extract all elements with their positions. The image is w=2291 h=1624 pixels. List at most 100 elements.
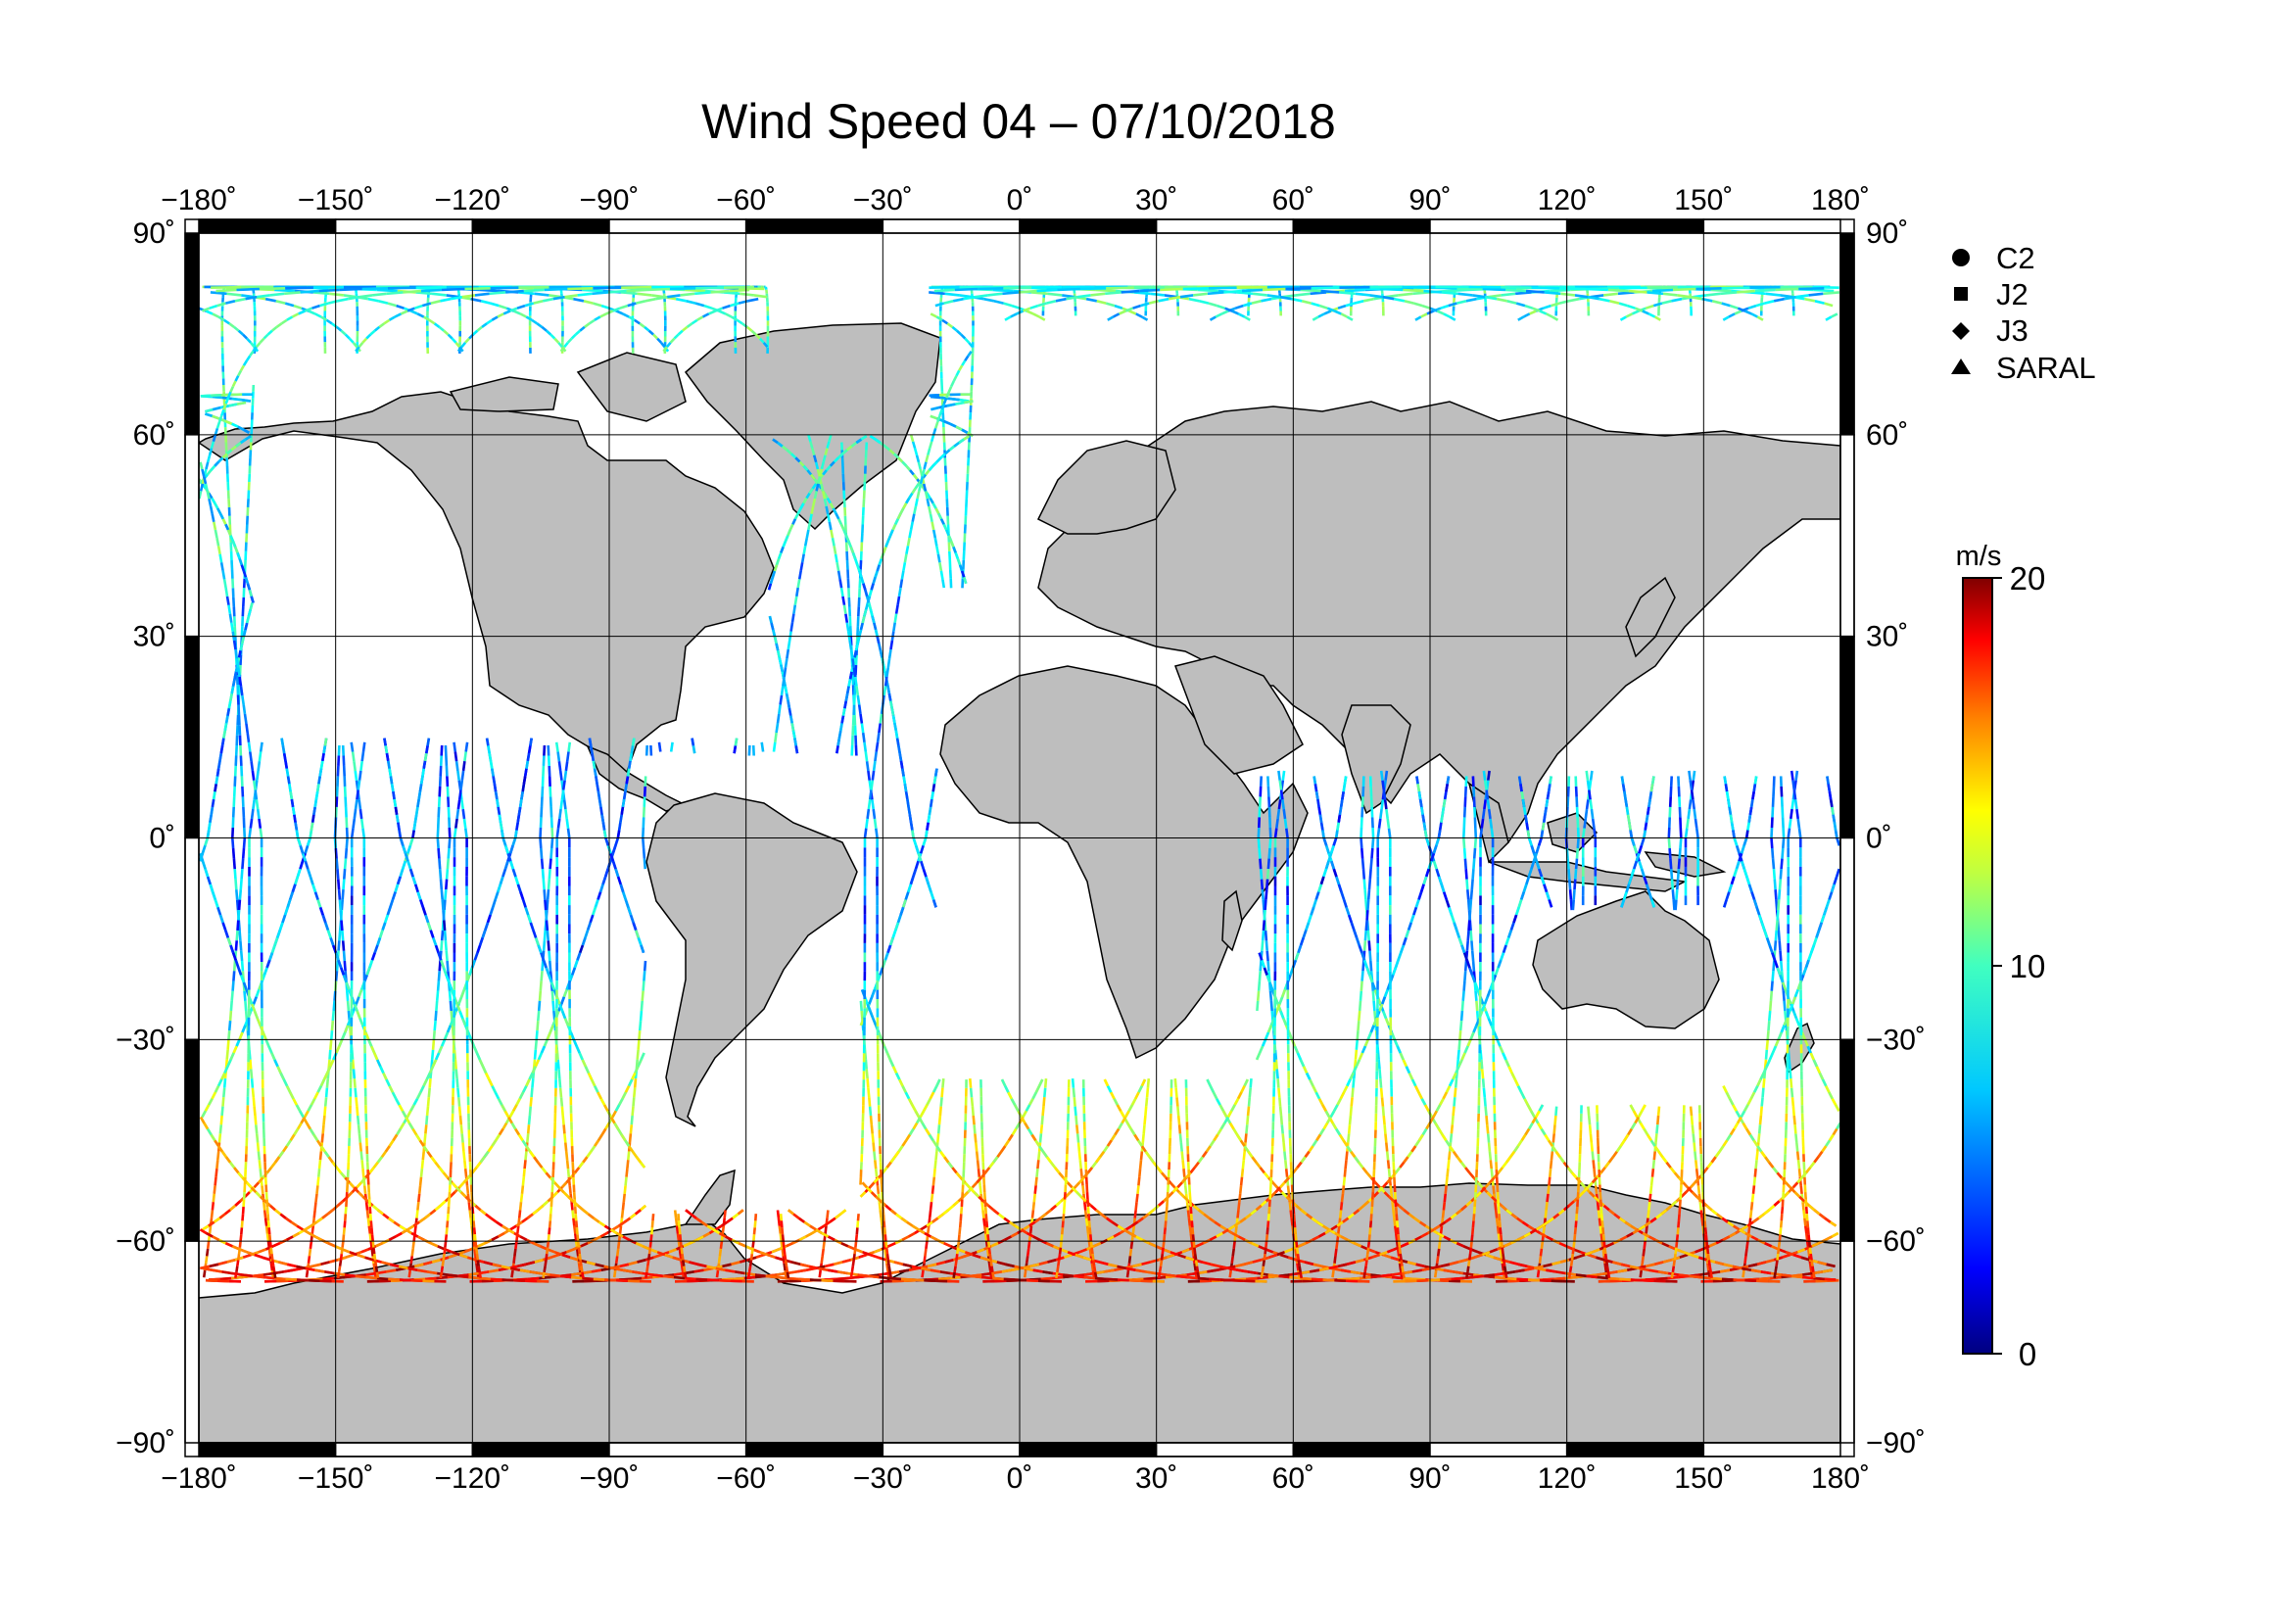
track-segment-c2 xyxy=(560,1088,561,1098)
track-segment-c2 xyxy=(1778,910,1779,920)
track-segment-c2 xyxy=(438,838,439,849)
track-segment-c2 xyxy=(1547,1202,1548,1210)
track-segment-c2 xyxy=(1790,1078,1791,1088)
track-segment-c2 xyxy=(1446,1185,1447,1194)
track-segment-c2 xyxy=(1138,1185,1139,1194)
track-segment-c2 xyxy=(850,626,851,636)
track-segment-c2 xyxy=(470,1211,471,1218)
track-segment-c2 xyxy=(1702,1218,1703,1226)
track-segment-c2 xyxy=(1037,1169,1038,1177)
track-segment-c2 xyxy=(1087,1226,1088,1234)
track-segment-c2 xyxy=(1577,848,1578,859)
track-segment-c2 xyxy=(347,817,348,828)
track-segment-c2 xyxy=(1248,1107,1249,1116)
track-segment-c2 xyxy=(228,1040,229,1050)
track-segment-c2 xyxy=(449,807,450,818)
track-segment-c2 xyxy=(337,961,338,971)
track-segment-c2 xyxy=(423,1152,424,1161)
track-segment-c2 xyxy=(357,1097,358,1106)
track-segment-c2 xyxy=(458,1097,459,1106)
track-segment-c2 xyxy=(446,745,447,756)
track-segment-c2 xyxy=(635,1078,636,1088)
track-segment-c2 xyxy=(1182,1152,1183,1161)
track-segment-c2 xyxy=(1644,1249,1645,1257)
track-segment-c2 xyxy=(1258,991,1259,1001)
track-segment-c2 xyxy=(1362,859,1363,870)
track-segment-c2 xyxy=(1798,1160,1799,1169)
track-segment-c2 xyxy=(370,1234,371,1242)
track-segment-c2 xyxy=(1183,1160,1184,1169)
track-segment-c2 xyxy=(544,880,545,890)
track-segment-c2 xyxy=(1356,1050,1357,1060)
track-segment-c2 xyxy=(853,675,854,685)
track-segment-c2 xyxy=(1797,1152,1798,1161)
track-segment-c2 xyxy=(317,1177,318,1186)
track-segment-c2 xyxy=(1649,1194,1650,1202)
track-segment-c2 xyxy=(1382,1097,1383,1106)
track-segment-c2 xyxy=(1759,1124,1760,1133)
track-segment-c2 xyxy=(232,838,233,849)
track-segment-c2 xyxy=(524,1169,525,1177)
track-segment-c2 xyxy=(942,1088,943,1098)
track-segment-c2 xyxy=(857,626,858,636)
track-segment-c2 xyxy=(309,1256,310,1263)
track-segment-c2 xyxy=(1467,940,1468,950)
track-segment-c2 xyxy=(1267,869,1268,880)
track-segment-c2 xyxy=(549,766,550,777)
track-segment-c2 xyxy=(551,817,552,828)
track-segment-c2 xyxy=(1145,1116,1146,1124)
track-segment-c2 xyxy=(442,889,443,900)
track-segment-c2 xyxy=(1599,1218,1600,1226)
track-segment-c2 xyxy=(1360,991,1361,1001)
track-segment-c2 xyxy=(339,745,340,756)
track-segment-c2 xyxy=(1259,838,1260,849)
track-segment-c2 xyxy=(1694,1143,1695,1152)
track-segment-c2 xyxy=(1261,869,1262,880)
track-segment-c2 xyxy=(720,1249,721,1257)
track-segment-c2 xyxy=(1773,859,1774,870)
track-segment-c2 xyxy=(965,525,966,534)
track-segment-c2 xyxy=(1464,807,1465,818)
track-segment-c2 xyxy=(642,1001,643,1011)
track-segment-c2 xyxy=(1278,1078,1279,1088)
track-segment-c2 xyxy=(1034,1194,1035,1202)
track-segment-c2 xyxy=(1755,1169,1756,1177)
track-segment-c2 xyxy=(869,1097,870,1106)
track-segment-c2 xyxy=(1264,921,1265,931)
track-segment-c2 xyxy=(1796,1143,1797,1152)
track-segment-c2 xyxy=(339,889,340,900)
track-segment-c2 xyxy=(1260,807,1261,818)
track-segment-c2 xyxy=(1573,900,1574,911)
track-segment-c2 xyxy=(448,796,449,807)
track-segment-c2 xyxy=(1568,796,1569,807)
track-segment-c2 xyxy=(1459,1040,1460,1050)
track-segment-c2 xyxy=(1361,848,1362,859)
track-segment-c2 xyxy=(766,287,767,290)
track-segment-c2 xyxy=(1372,807,1373,818)
track-segment-c2 xyxy=(1335,1249,1336,1257)
track-segment-c2 xyxy=(1494,1185,1495,1194)
track-segment-c2 xyxy=(640,1021,641,1030)
track-segment-c2 xyxy=(236,940,237,950)
track-segment-c2 xyxy=(939,1116,940,1124)
track-segment-c2 xyxy=(980,1185,981,1194)
track-segment-c2 xyxy=(449,848,450,859)
track-segment-c2 xyxy=(1483,1078,1484,1088)
track-segment-c2 xyxy=(614,1270,615,1277)
track-segment-c2 xyxy=(1042,1116,1043,1124)
track-segment-c2 xyxy=(864,499,865,507)
track-segment-c2 xyxy=(542,859,543,870)
track-segment-c2 xyxy=(1340,1211,1341,1218)
track-segment-c2 xyxy=(1266,940,1267,950)
track-segment-c2 xyxy=(251,1069,252,1078)
track-segment-c2 xyxy=(436,1001,437,1011)
track-segment-c2 xyxy=(250,1060,251,1070)
track-segment-c2 xyxy=(1468,931,1469,940)
track-segment-c2 xyxy=(1575,880,1576,890)
track-segment-c2 xyxy=(337,787,338,797)
track-segment-c2 xyxy=(675,1211,676,1218)
track-segment-c2 xyxy=(627,1169,628,1177)
track-segment-c2 xyxy=(983,1218,984,1226)
track-segment-c2 xyxy=(445,889,446,900)
track-segment-c2 xyxy=(1288,1185,1289,1194)
